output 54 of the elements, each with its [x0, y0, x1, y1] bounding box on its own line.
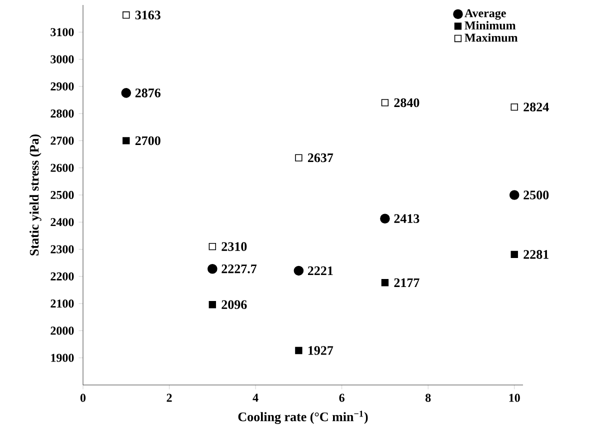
point — [510, 250, 518, 258]
x-tick-label: 4 — [252, 394, 258, 402]
data-label: 2824 — [524, 102, 549, 112]
data-label: 2177 — [394, 278, 420, 287]
data-label: 2096 — [222, 300, 247, 310]
point — [381, 279, 389, 286]
x-tick-label: 6 — [339, 394, 344, 402]
y-tick-label: 2100 — [50, 300, 74, 308]
point — [295, 154, 302, 162]
y-tick-label: 3100 — [50, 28, 74, 36]
legend-label: Minimum — [464, 21, 516, 30]
y-tick-label: 2800 — [50, 110, 74, 118]
point — [510, 103, 518, 111]
point — [122, 11, 130, 19]
point — [380, 214, 390, 224]
y-tick-label: 2300 — [50, 245, 74, 254]
data-label: 3163 — [135, 10, 160, 20]
y-tick-label: 2000 — [50, 326, 74, 335]
y-tick-label: 2700 — [50, 136, 74, 145]
x-tick-label: 8 — [425, 394, 431, 402]
legend-label: Average — [464, 9, 506, 20]
point — [208, 242, 216, 250]
y-axis-title: Static yield stress (Pa) — [30, 134, 42, 256]
point — [121, 88, 132, 98]
data-label: 2637 — [308, 153, 334, 162]
data-label: 2310 — [222, 242, 247, 251]
data-label: 2840 — [394, 98, 420, 108]
data-label: 2500 — [524, 190, 549, 200]
point — [122, 137, 130, 144]
point — [208, 264, 218, 274]
point — [509, 190, 520, 200]
point — [381, 99, 389, 106]
data-label: 2413 — [394, 214, 420, 223]
y-tick-label: 2900 — [50, 82, 74, 90]
data-label: 1927 — [308, 346, 334, 355]
point — [294, 266, 304, 276]
point — [295, 346, 302, 354]
x-tick-label: 2 — [166, 394, 172, 402]
x-tick-label: 0 — [80, 394, 86, 402]
y-tick-label: 1900 — [51, 354, 74, 362]
y-tick-label: 3000 — [50, 55, 74, 64]
data-label: 2700 — [135, 136, 160, 146]
x-tick-label: 10 — [509, 394, 520, 402]
y-tick-label: 2500 — [50, 190, 74, 200]
data-label: 2227.7 — [222, 264, 257, 274]
y-tick-label: 2600 — [50, 164, 74, 172]
legend-label: Maximum — [464, 33, 518, 42]
data-label: 2281 — [524, 250, 548, 259]
y-tick-label: 2200 — [50, 272, 74, 280]
data-label: 2221 — [308, 266, 333, 276]
data-label: 2876 — [135, 88, 160, 98]
x-axis-title: Cooling rate (°C min$^{−1}$) — [238, 410, 368, 424]
point — [208, 301, 216, 308]
y-tick-label: 2400 — [50, 218, 74, 226]
